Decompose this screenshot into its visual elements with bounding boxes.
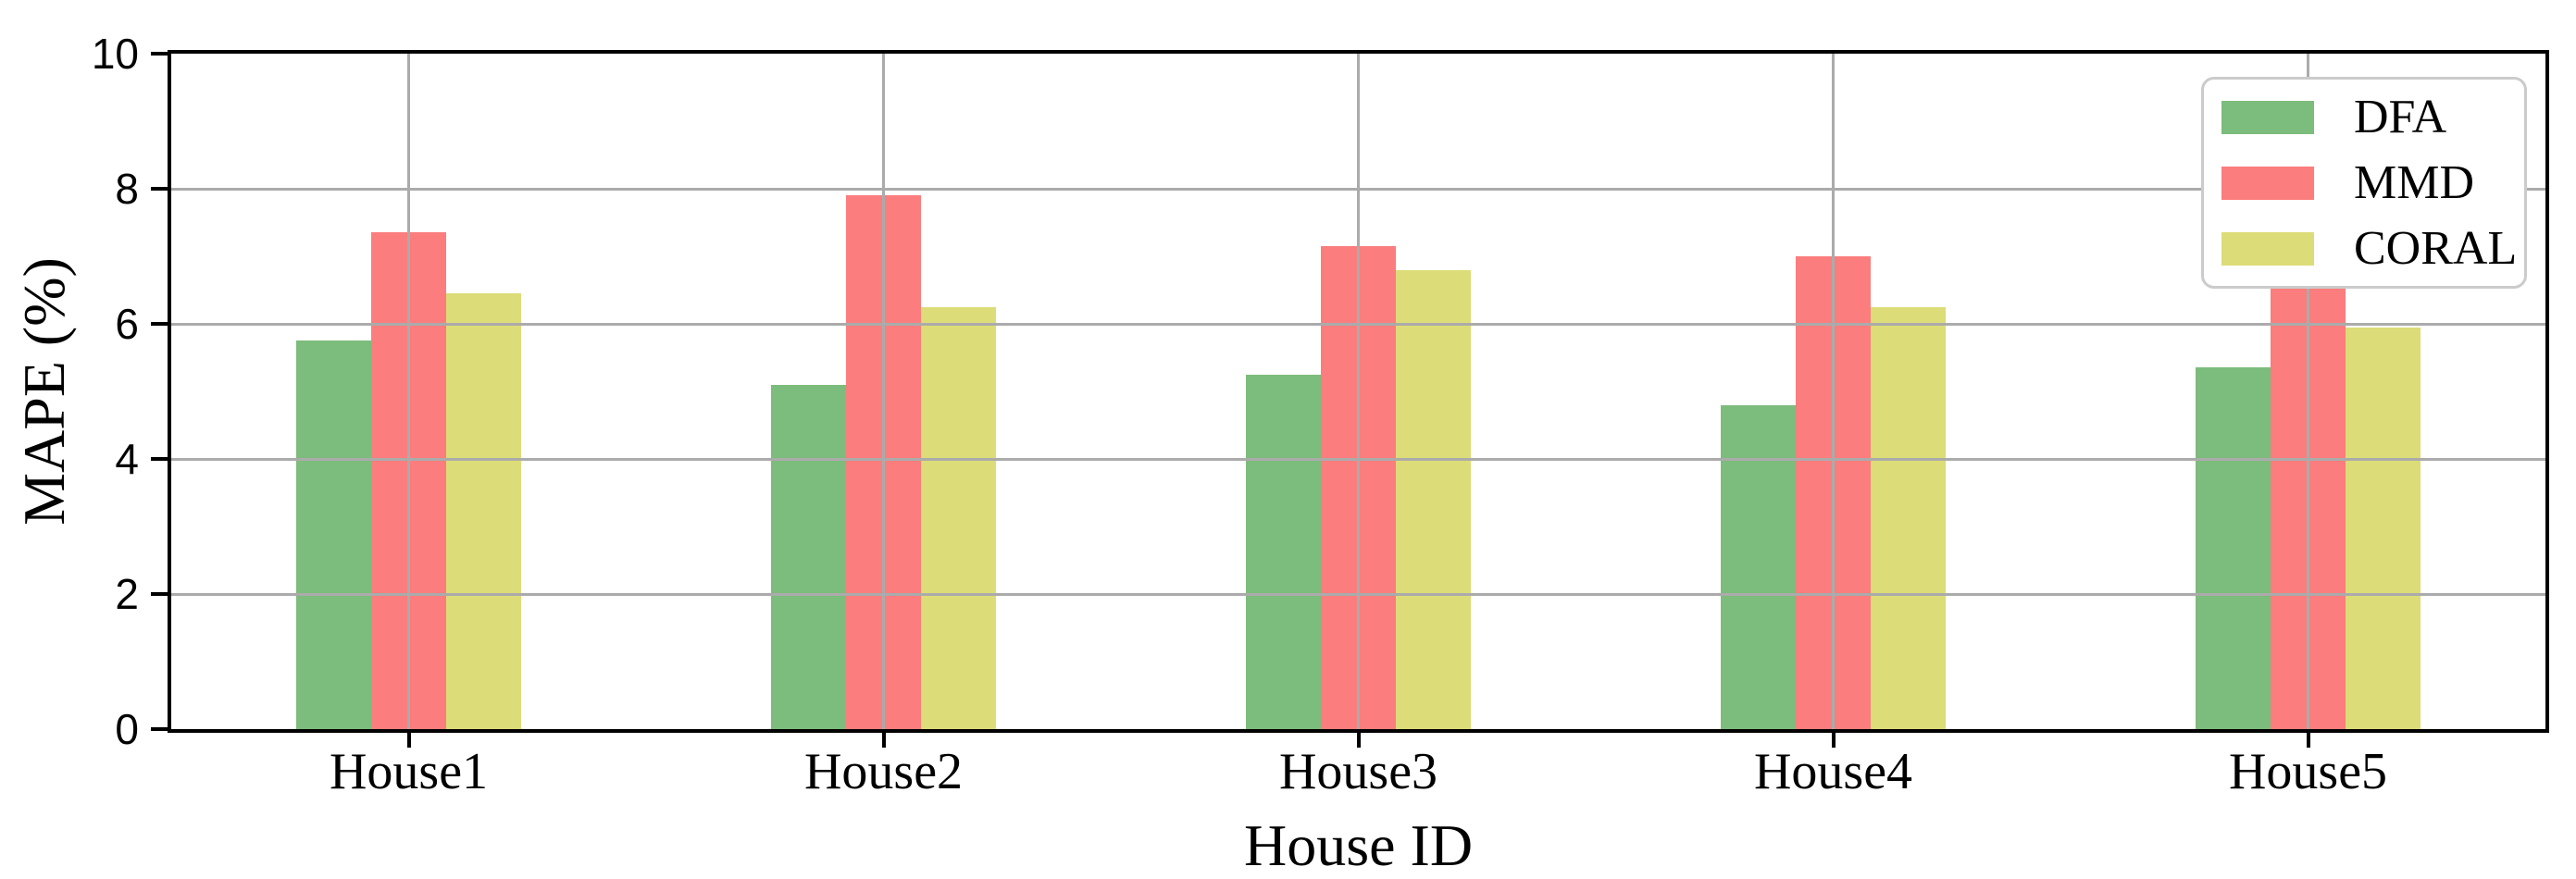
bar-coral-house2 — [921, 306, 996, 729]
legend: DFA MMD CORAL — [2201, 77, 2527, 289]
x-tick-label: House5 — [2228, 743, 2388, 800]
x-tick — [1831, 733, 1836, 748]
y-tick — [151, 52, 168, 56]
x-axis-label: House ID — [1243, 812, 1474, 878]
gridline-vertical — [407, 54, 410, 729]
x-tick-label: House1 — [329, 743, 489, 800]
grid-layer — [171, 54, 2545, 729]
bar-coral-house3 — [1396, 269, 1471, 729]
legend-swatch-coral-icon — [2221, 231, 2314, 266]
y-tick — [151, 727, 168, 731]
y-tick — [151, 592, 168, 596]
legend-label-coral: CORAL — [2354, 221, 2518, 275]
y-tick-label: 0 — [115, 705, 139, 753]
legend-label-dfa: DFA — [2354, 90, 2447, 143]
bar-coral-house4 — [1871, 306, 1946, 729]
x-tick-label: House2 — [803, 743, 964, 800]
y-tick-label: 6 — [115, 300, 139, 348]
gridline-vertical — [2307, 54, 2309, 729]
legend-row-mmd: MMD — [2204, 150, 2524, 216]
bar-dfa-house1 — [296, 340, 371, 729]
x-tick — [2306, 733, 2310, 748]
y-tick-label: 4 — [115, 435, 139, 483]
x-tick-label: House4 — [1753, 743, 1913, 800]
y-tick — [151, 457, 168, 461]
y-tick — [151, 187, 168, 191]
bar-dfa-house2 — [771, 384, 846, 729]
y-tick-label: 10 — [91, 30, 139, 78]
legend-swatch-dfa-icon — [2221, 100, 2314, 134]
plot-area: DFA MMD CORAL — [168, 50, 2549, 733]
gridline-vertical — [1832, 54, 1835, 729]
bar-dfa-house3 — [1246, 374, 1321, 729]
gridline-vertical — [1357, 54, 1360, 729]
legend-row-coral: CORAL — [2204, 216, 2524, 281]
legend-swatch-mmd-icon — [2221, 166, 2314, 200]
x-tick — [1356, 733, 1361, 748]
x-tick — [406, 733, 411, 748]
y-tick-label: 8 — [115, 165, 139, 213]
y-tick-label: 2 — [115, 570, 139, 618]
bar-dfa-house5 — [2196, 367, 2271, 729]
x-tick — [881, 733, 886, 748]
bar-coral-house5 — [2346, 327, 2420, 729]
x-tick-label: House3 — [1278, 743, 1438, 800]
y-tick — [151, 322, 168, 326]
gridline-vertical — [882, 54, 885, 729]
bar-coral-house1 — [446, 293, 521, 729]
legend-row-dfa: DFA — [2204, 84, 2524, 150]
legend-label-mmd: MMD — [2354, 155, 2475, 209]
